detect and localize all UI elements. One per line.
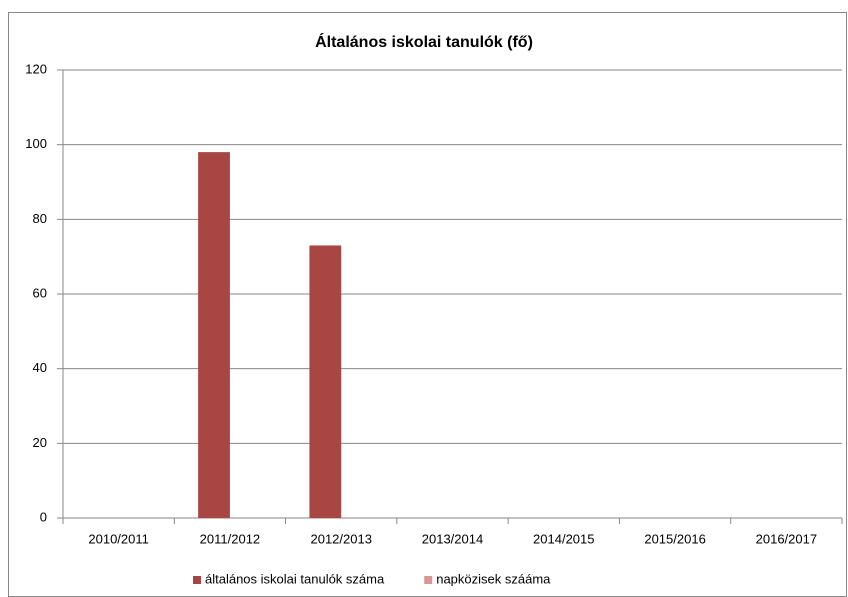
x-tick-label: 2012/2013	[310, 531, 371, 546]
x-tick-label: 2011/2012	[200, 531, 261, 546]
bar	[198, 152, 230, 518]
y-tick-label: 0	[40, 509, 47, 524]
x-tick-label: 2015/2016	[644, 531, 705, 546]
y-tick-label: 100	[25, 136, 47, 151]
y-tick-label: 120	[25, 61, 47, 76]
legend-label: napközisek szááma	[436, 571, 551, 586]
y-tick-label: 20	[33, 435, 47, 450]
bar	[309, 245, 342, 518]
x-tick-label: 2010/2011	[88, 531, 149, 546]
y-tick-label: 80	[33, 211, 47, 226]
x-tick-label: 2013/2014	[422, 531, 483, 546]
x-tick-label: 2016/2017	[756, 531, 817, 546]
legend-swatch	[424, 576, 433, 584]
legend-swatch	[193, 576, 201, 584]
y-tick-label: 40	[33, 360, 47, 375]
chart-title: Általános iskolai tanulók (fő)	[315, 32, 533, 51]
legend-label: általános iskolai tanulók száma	[205, 571, 385, 586]
x-tick-label: 2014/2015	[533, 531, 594, 546]
chart-frame	[8, 12, 847, 597]
y-tick-label: 60	[33, 285, 47, 300]
